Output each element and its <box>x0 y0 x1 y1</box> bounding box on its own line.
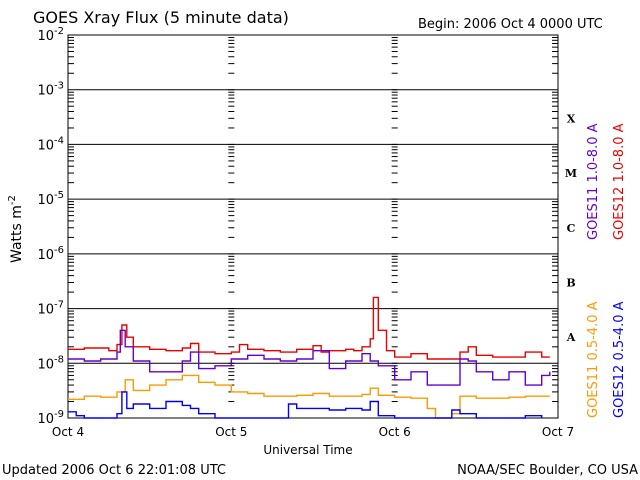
y-tick-base: 10 <box>37 193 54 208</box>
series-line-goes12-1-0-8-0-a <box>68 296 550 360</box>
y-tick-label: 10-6 <box>37 245 64 263</box>
y-tick-label: 10-8 <box>37 354 64 372</box>
flare-class-a: A <box>566 331 576 344</box>
y-tick-label: 10-9 <box>37 409 64 427</box>
series-line-goes11-0-5-4-0-a <box>68 374 550 419</box>
x-tick-labels: Oct 4 Oct 5 Oct 6 Oct 7 <box>52 425 574 439</box>
y-tick-label: 10-3 <box>37 81 64 99</box>
x-tick-label: Oct 7 <box>542 425 574 439</box>
series-lines <box>68 296 551 419</box>
legend-bottom-goes12: GOES12 0.5-4.0 A <box>612 301 627 418</box>
credit-label: NOAA/SEC Boulder, CO USA <box>457 463 638 478</box>
y-tick-base: 10 <box>37 248 54 263</box>
y-tick-base: 10 <box>37 303 54 318</box>
legend-goes11-short: GOES11 0.5-4.0 A <box>586 301 601 418</box>
x-tick-label: Oct 6 <box>379 425 411 439</box>
y-tick-label: 10-4 <box>37 135 64 153</box>
chart-title: GOES Xray Flux (5 minute data) <box>33 8 289 27</box>
y-axis-label-group: Watts m-2 <box>7 195 25 263</box>
y-axis-label-text: Watts m <box>9 205 25 263</box>
begin-label: Begin: 2006 Oct 4 0000 UTC <box>418 17 603 32</box>
y-tick-labels: 10-910-810-710-610-510-410-310-2 <box>37 26 64 427</box>
x-tick-label: Oct 4 <box>52 425 84 439</box>
y-tick-label: 10-5 <box>37 190 64 208</box>
x-tick-label: Oct 5 <box>215 425 247 439</box>
y-tick-exponent: -9 <box>54 409 64 420</box>
flare-class-c: C <box>567 222 576 235</box>
y-tick-exponent: -6 <box>54 245 64 256</box>
y-tick-base: 10 <box>37 412 54 427</box>
y-axis-label-exponent: -2 <box>7 195 18 205</box>
y-tick-base: 10 <box>37 138 54 153</box>
flare-class-labels: A B C M X <box>565 112 577 344</box>
legend-goes12-short: GOES12 0.5-4.0 A <box>612 301 627 418</box>
flare-class-m: M <box>565 167 577 180</box>
y-tick-exponent: -3 <box>54 81 64 92</box>
legend-goes12-long: GOES12 1.0-8.0 A <box>612 123 627 240</box>
plot-area <box>67 34 559 419</box>
y-tick-label: 10-2 <box>37 26 64 44</box>
y-tick-exponent: -8 <box>54 354 64 365</box>
y-axis-label: Watts m-2 <box>7 195 25 263</box>
y-tick-exponent: -4 <box>54 135 64 146</box>
updated-timestamp: Updated 2006 Oct 6 22:01:08 UTC <box>2 463 226 478</box>
y-tick-exponent: -7 <box>54 300 64 311</box>
y-tick-base: 10 <box>37 29 54 44</box>
y-tick-exponent: -5 <box>54 190 64 201</box>
legend-top-goes11: GOES11 1.0-8.0 A <box>586 123 601 240</box>
plot-border <box>67 34 559 419</box>
series-line-goes12-0-5-4-0-a <box>68 391 543 419</box>
flare-class-x: X <box>567 112 576 125</box>
legend-goes11-long: GOES11 1.0-8.0 A <box>586 123 601 240</box>
x-axis-label: Universal Time <box>263 443 352 457</box>
y-tick-base: 10 <box>37 357 54 372</box>
y-tick-exponent: -2 <box>54 26 64 37</box>
legend-bottom-goes11: GOES11 0.5-4.0 A <box>586 301 601 418</box>
series-line-goes11-1-0-8-0-a <box>68 329 551 386</box>
y-tick-base: 10 <box>37 84 54 99</box>
y-tick-label: 10-7 <box>37 300 64 318</box>
flare-class-b: B <box>566 276 575 289</box>
legend-top-goes12: GOES12 1.0-8.0 A <box>612 123 627 240</box>
